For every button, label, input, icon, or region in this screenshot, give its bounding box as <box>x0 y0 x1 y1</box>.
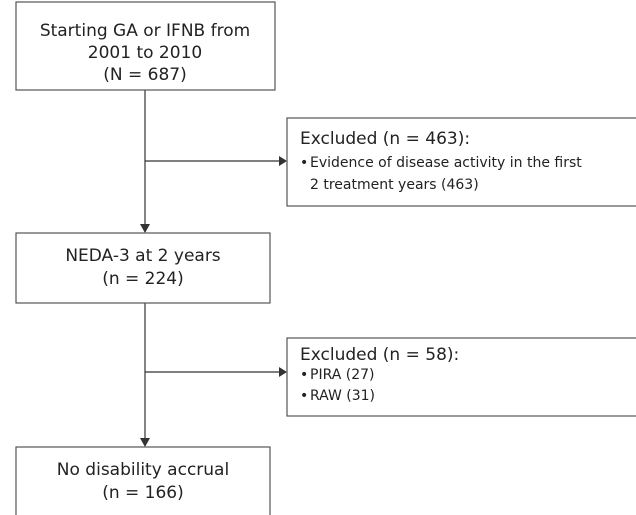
arrow-head <box>140 224 150 233</box>
node-box <box>15 232 271 304</box>
node-text: (n = 224) <box>102 269 184 289</box>
bullet: • <box>300 367 308 383</box>
arrow-head <box>140 438 150 447</box>
bullet: • <box>300 388 308 404</box>
exclusion-title: Excluded (n = 463): <box>300 129 470 149</box>
node-box <box>15 1 276 91</box>
exclusion-title: Excluded (n = 58): <box>300 345 459 365</box>
exclusion-item: 2 treatment years (463) <box>310 177 479 193</box>
bullet: • <box>300 155 308 171</box>
node-text: No disability accrual <box>57 460 229 480</box>
exclusion-item: RAW (31) <box>310 388 375 404</box>
exclusion-box <box>286 337 636 417</box>
node-text: Starting GA or IFNB from <box>40 21 250 41</box>
arrow-head <box>279 367 287 377</box>
node-text: (n = 166) <box>102 483 184 503</box>
node-text: (N = 687) <box>103 65 186 85</box>
exclusion-item: Evidence of disease activity in the firs… <box>310 155 582 171</box>
exclusion-box <box>286 117 636 207</box>
exclusion-item: PIRA (27) <box>310 367 375 383</box>
node-text: NEDA-3 at 2 years <box>65 246 220 266</box>
node-text: 2001 to 2010 <box>88 43 202 63</box>
node-box <box>15 446 271 515</box>
arrow-head <box>279 156 287 166</box>
